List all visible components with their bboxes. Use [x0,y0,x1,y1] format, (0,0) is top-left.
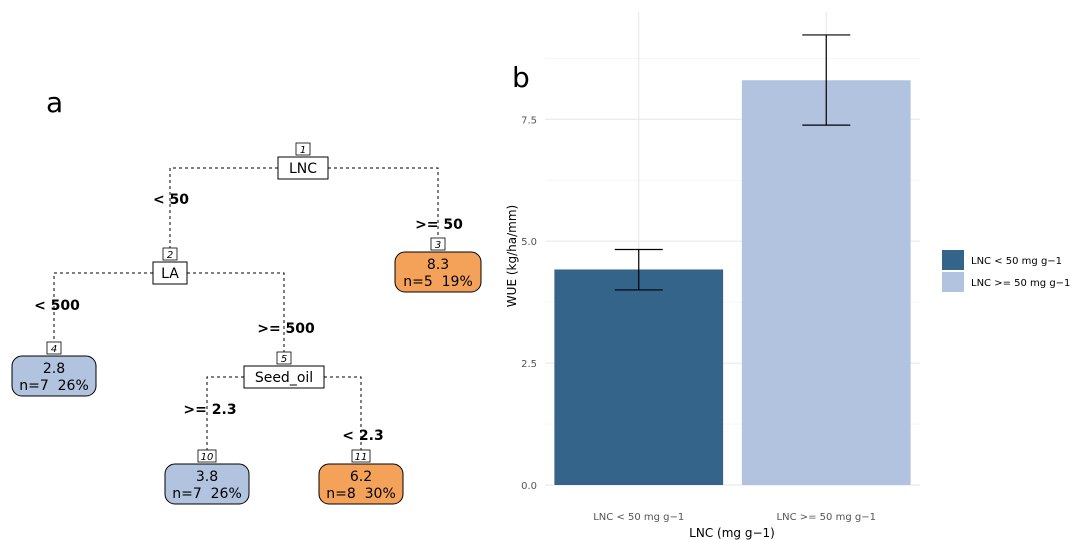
node-id-tag [295,142,311,156]
chart-error-bars [614,34,851,291]
tree-edge-label: >= 50 [415,217,463,233]
tree-edge [328,167,439,238]
tree-leaf-node: 4 2.8n=7 26% [11,341,97,397]
leaf-box [318,463,404,505]
node-id-label: 10 [201,452,214,463]
x-tick-label: LNC < 50 mg g−1 [593,512,684,523]
node-id-label: 11 [355,452,368,463]
tree-edge [187,272,285,352]
bar [554,269,724,485]
y-tick-label: 2.5 [521,359,537,370]
decision-tree: < 50>= 50< 500>= 500>= 2.3< 2.3 1LNC2LA3… [11,142,482,505]
tree-edge [169,167,278,248]
y-axis-title: WUE (kg/ha/mm) [505,205,519,307]
leaf-stats: n=8 30% [326,486,396,502]
node-id-tag [430,237,446,251]
chart-bars [554,80,911,486]
tree-leaf-node: 10 3.8n=7 26% [164,449,250,505]
split-box [243,365,325,389]
legend-swatch [942,250,964,270]
tree-split-node: 5 Seed_oil [243,351,325,389]
node-id-tag [46,341,62,355]
legend-label: LNC >= 50 mg g−1 [971,278,1070,289]
y-tick-label: 0.0 [521,481,537,492]
legend-swatch [942,272,964,292]
leaf-value: 6.2 [350,469,372,485]
node-id-tag [162,247,178,261]
tree-split-node: 2 LA [152,247,188,285]
tree-edge-label: >= 500 [257,321,315,337]
tree-split-node: 1 LNC [277,142,329,180]
split-variable-label: Seed_oil [255,370,313,386]
node-id-tag [197,449,217,463]
leaf-box [164,463,250,505]
error-bar [802,34,851,126]
panel-label-a: a [46,86,63,119]
tree-edge [206,376,244,450]
x-tick-label: LNC >= 50 mg g−1 [777,512,876,523]
node-id-label: 1 [300,145,306,156]
x-axis-title: LNC (mg g−1) [689,526,775,540]
leaf-stats: n=7 26% [172,486,242,502]
leaf-stats: n=7 26% [19,378,89,394]
legend-label: LNC < 50 mg g−1 [971,256,1062,267]
y-tick-label: 5.0 [521,237,537,248]
node-id-label: 4 [51,344,57,355]
split-variable-label: LNC [289,161,317,177]
tree-edges: < 50 >= 50 < 500 >= 500 >= 2.3 < 2.3 [34,167,463,450]
bar-chart: 0.0 2.5 5.0 7.5 LNC < 50 mg g−1 LNC >= 50 mg… [505,12,1070,540]
leaf-box [11,355,97,397]
leaf-value: 2.8 [43,361,65,377]
x-axis-ticks: LNC < 50 mg g−1 LNC >= 50 mg g−1 [593,512,876,523]
leaf-box [394,251,482,293]
y-axis-ticks: 0.0 2.5 5.0 7.5 [521,115,537,492]
node-id-tag [276,351,292,365]
split-variable-label: LA [161,266,179,282]
node-id-label: 5 [281,354,287,365]
tree-leaf-node: 11 6.2n=8 30% [318,449,404,505]
node-id-label: 2 [167,250,173,261]
bar [741,80,911,486]
tree-edge-label: < 2.3 [342,428,383,444]
tree-edge [324,376,362,450]
y-tick-label: 7.5 [521,115,537,126]
legend: LNC < 50 mg g−1 LNC >= 50 mg g−1 [942,250,1070,292]
split-box [277,156,329,180]
node-id-label: 3 [435,240,441,251]
tree-edge [53,272,153,342]
leaf-stats: n=5 19% [403,274,473,290]
leaf-value: 8.3 [427,257,449,273]
tree-edge-label: >= 2.3 [183,402,236,418]
tree-leaf-node: 3 8.3n=5 19% [394,237,482,293]
panel-label-b: b [512,61,530,94]
leaf-value: 3.8 [196,469,218,485]
tree-edge-label: < 500 [34,298,80,314]
error-bar [614,248,663,291]
tree-edge-label: < 50 [153,192,189,208]
split-box [152,261,188,285]
node-id-tag [351,449,371,463]
